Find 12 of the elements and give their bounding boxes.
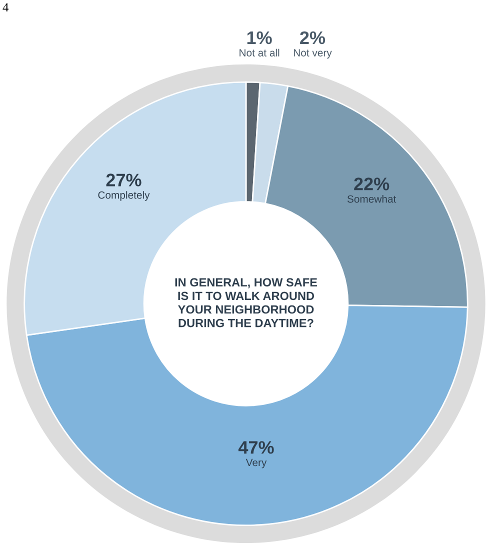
- slice-label: Very: [246, 458, 267, 468]
- slice-label: Not at all: [240, 48, 280, 56]
- text: 4: [2, 3, 9, 12]
- text: IN GENERAL, HOW SAFE IS IT TO WALK AROUND YOUR NEIGHBORHOOD DURING THE DAYTIME?: [175, 278, 318, 328]
- data-label: 27%: [106, 174, 142, 186]
- data-label: 1%: [247, 31, 272, 44]
- slice-label: Not very: [294, 49, 332, 59]
- data-label: 22%: [354, 178, 390, 190]
- slice-label: Somewhat: [347, 195, 396, 203]
- data-label: 2%: [300, 31, 326, 44]
- data-label: 47%: [238, 441, 274, 454]
- slice-label: Completely: [98, 191, 150, 201]
